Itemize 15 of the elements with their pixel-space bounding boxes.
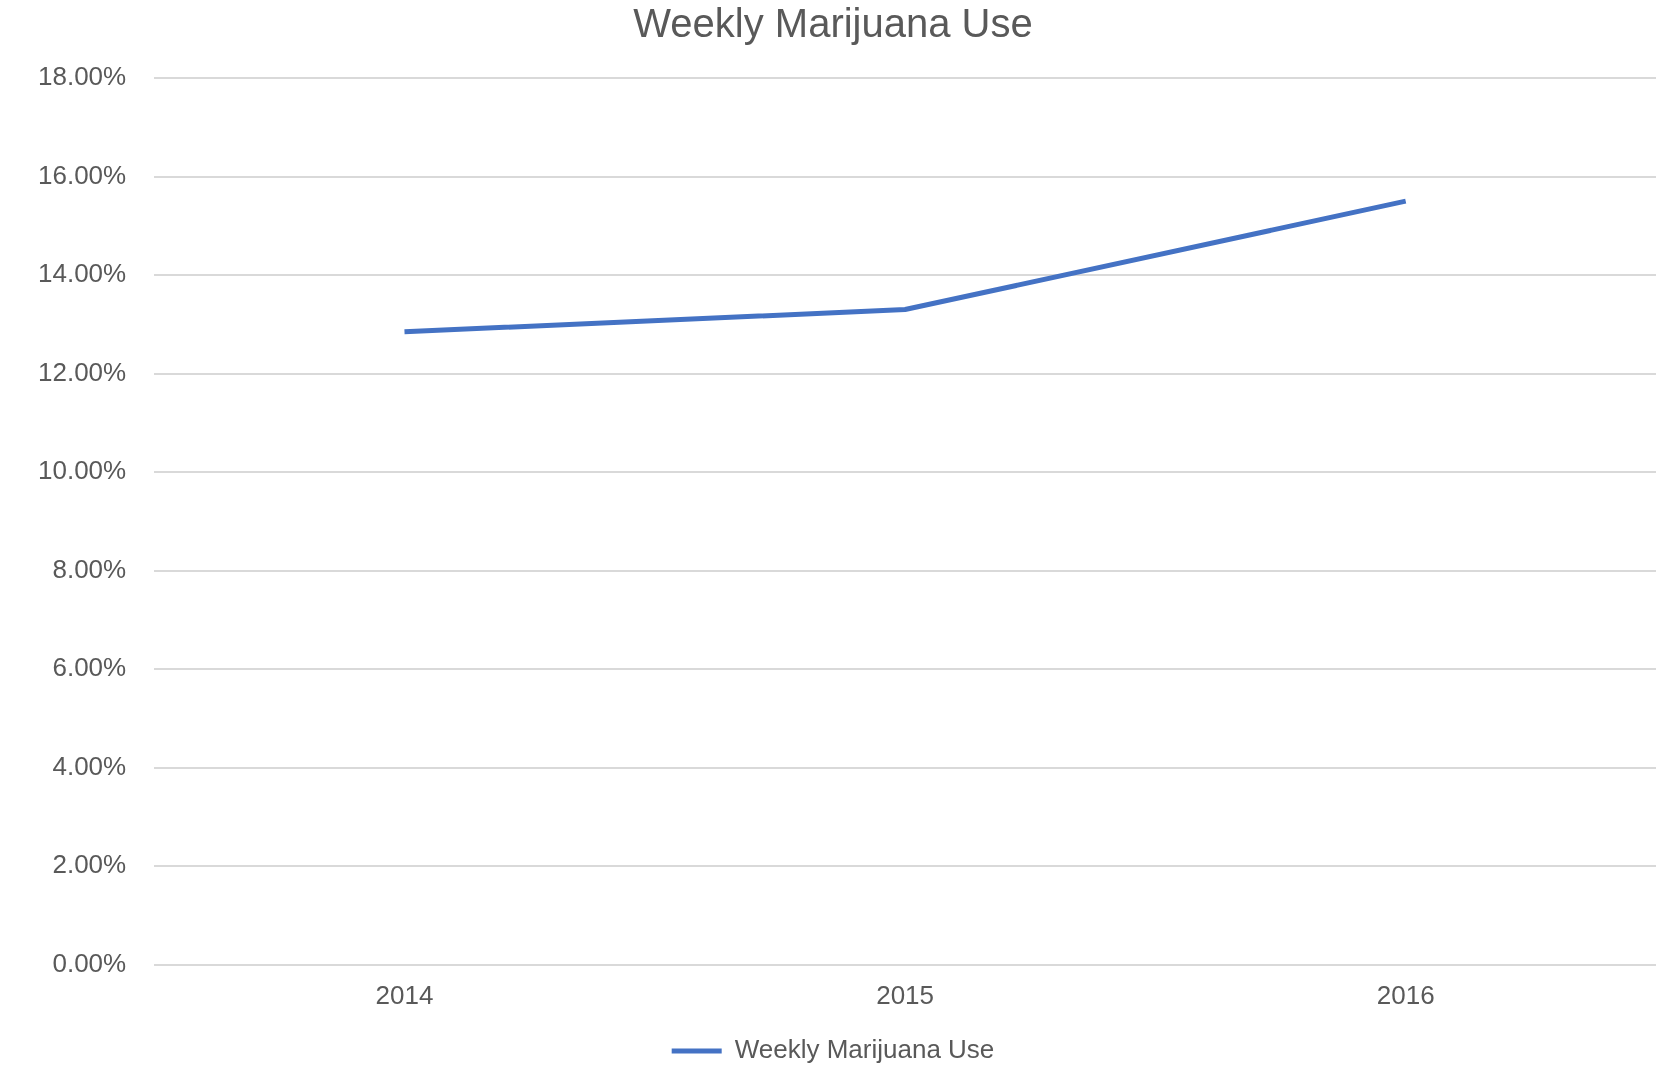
chart-title: Weekly Marijuana Use <box>633 1 1033 46</box>
y-tick-label: 10.00% <box>37 455 127 486</box>
y-tick-label: 12.00% <box>37 356 127 387</box>
y-tick-label: 14.00% <box>37 258 127 289</box>
legend-label: Weekly Marijuana Use <box>734 1034 995 1065</box>
x-tick-label: 2016 <box>1376 979 1435 1010</box>
y-tick-label: 4.00% <box>52 750 127 781</box>
y-tick-label: 16.00% <box>37 159 127 190</box>
x-tick-label: 2015 <box>876 979 935 1010</box>
y-tick-label: 6.00% <box>52 652 127 683</box>
y-tick-label: 2.00% <box>52 849 127 880</box>
y-tick-label: 8.00% <box>52 553 127 584</box>
y-tick-label: 0.00% <box>52 947 127 978</box>
x-tick-label: 2014 <box>375 979 434 1010</box>
y-tick-label: 18.00% <box>37 61 127 92</box>
